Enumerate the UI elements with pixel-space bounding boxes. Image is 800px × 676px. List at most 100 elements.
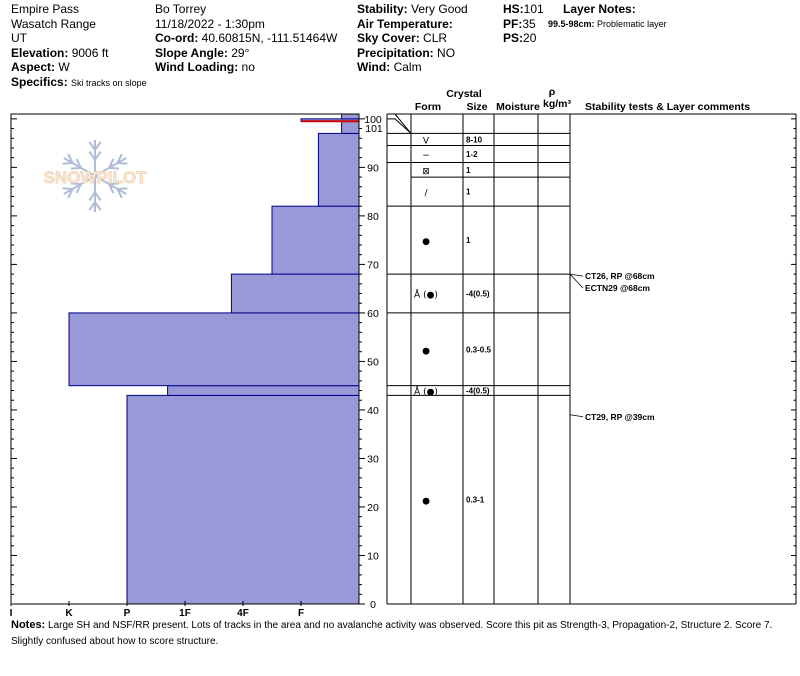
- state: UT: [11, 31, 27, 46]
- depth-tick-label: 60: [367, 308, 379, 320]
- crystal-form: ●: [422, 237, 430, 247]
- flake-branch: [94, 201, 102, 211]
- hardness-tick-label: I: [10, 608, 13, 619]
- crystal-form: ●: [422, 346, 430, 356]
- hardness-bar: [68, 312, 360, 387]
- crystal-size: -4(0.5): [466, 387, 490, 396]
- depth-tick-label: 80: [367, 211, 379, 223]
- flake-arm: [94, 175, 127, 195]
- specifics: Specifics: Ski tracks on slope: [11, 74, 147, 89]
- flake-branch: [108, 166, 120, 170]
- crystal-form: V: [423, 136, 430, 146]
- header-density-unit: kg/m³: [543, 98, 572, 110]
- flake-arm: [63, 175, 96, 195]
- datetime: 11/18/2022 - 1:30pm: [155, 16, 265, 31]
- precipitation: Precipitation: NO: [357, 45, 456, 60]
- crystal-size: 0.3-1: [466, 496, 485, 505]
- stability: Stability: Very Good: [357, 2, 468, 16]
- crystal-size: 0.3-0.5: [466, 345, 491, 354]
- logo-text: SNOWPILOT: [44, 168, 148, 187]
- header-rho: ρ: [549, 86, 556, 98]
- hardness-bars: [68, 113, 360, 605]
- hardness-tick-label: F: [298, 608, 304, 619]
- layer-notes: Layer Notes: 99.5-98cm: Problematic laye…: [548, 2, 667, 31]
- hardness-bar: [271, 205, 360, 275]
- flake-branch: [88, 141, 96, 151]
- stability-test: ECTN29 @68cm: [585, 283, 650, 293]
- crystal-size: 1: [466, 166, 471, 175]
- crystal-size: 1-2: [466, 150, 478, 159]
- header-depths: HS:101 PF:35 PS:20: [503, 2, 544, 46]
- layer-note-range: 99.5-98cm:: [548, 18, 595, 29]
- flake-branch: [88, 191, 96, 202]
- flake-branch: [62, 187, 73, 190]
- flake-branch: [88, 150, 96, 161]
- header-middle: Bo Torrey 11/18/2022 - 1:30pm Co-ord: 40…: [155, 2, 337, 75]
- layer-connector: [387, 118, 412, 134]
- test-connector: [569, 414, 584, 418]
- hardness-tick-label: 1F: [179, 608, 191, 619]
- hs: HS:101: [503, 2, 544, 16]
- flake-branch: [75, 183, 82, 194]
- notes: Notes: Large SH and NSF/RR present. Lots…: [11, 617, 796, 650]
- observer: Bo Torrey: [155, 2, 207, 16]
- depth-tick-label: 0: [370, 599, 376, 611]
- elevation: Elevation: 9006 ft: [11, 45, 109, 60]
- hardness-bar: [230, 273, 360, 314]
- layer-note-text: Problematic layer: [597, 18, 667, 29]
- depth-tick-label: 100: [364, 114, 382, 126]
- hardness-tick-label: K: [65, 608, 73, 619]
- depth-tick-label: 70: [367, 259, 379, 271]
- wind: Wind: Calm: [357, 60, 422, 75]
- crystal-form: Å (●): [414, 386, 438, 398]
- flake-branch: [62, 162, 73, 165]
- wind-loading: Wind Loading: no: [155, 60, 255, 75]
- flake-branch: [94, 191, 102, 202]
- crystal-form: ⊠: [422, 167, 430, 177]
- layer-connector: [387, 113, 412, 134]
- flake-branch: [67, 153, 74, 164]
- hardness-bar: [341, 113, 360, 120]
- pf: PF:35: [503, 16, 536, 31]
- depth-tick-label: 10: [367, 550, 379, 562]
- depth-tick-label: 20: [367, 502, 379, 514]
- flake-branch: [116, 188, 123, 199]
- test-connector: [569, 273, 584, 277]
- header-form: Form: [415, 101, 441, 113]
- range: Wasatch Range: [11, 16, 96, 31]
- hardness-tick-label: 4F: [237, 608, 249, 619]
- air-temperature: Air Temperature:: [357, 16, 453, 31]
- column-headers: Crystal Form Size Moisture ρ kg/m³ Stabi…: [415, 86, 750, 113]
- header-moisture: Moisture: [496, 101, 540, 113]
- flake-branch: [94, 150, 102, 161]
- crystal-form: /: [424, 189, 428, 199]
- coord: Co-ord: 40.60815N, -111.51464W: [155, 31, 338, 46]
- snowpilot-logo: SNOWPILOT: [43, 140, 148, 212]
- aspect: Aspect: W: [11, 60, 70, 75]
- crystal-size: -4(0.5): [466, 290, 490, 299]
- flake-branch: [108, 183, 115, 194]
- flake-branch: [116, 153, 123, 164]
- depth-tick-label: 90: [367, 162, 379, 174]
- flake-branch: [67, 188, 74, 199]
- flake-branch: [70, 182, 82, 186]
- flake-branch: [117, 187, 128, 190]
- stability-test: CT29, RP @39cm: [585, 412, 655, 422]
- depth-tick-label: 40: [367, 405, 379, 417]
- sky-cover: Sky Cover: CLR: [357, 31, 448, 46]
- crystal-form: −: [422, 151, 430, 161]
- flake-arm: [63, 157, 96, 177]
- flake-branch: [108, 158, 115, 169]
- depth-tick-label: 50: [367, 356, 379, 368]
- flake-arm: [94, 157, 127, 177]
- flake-branch: [75, 158, 82, 169]
- location: Empire Pass: [11, 2, 80, 16]
- hardness-bar: [126, 394, 360, 605]
- layer-notes-label: Layer Notes:: [563, 2, 636, 16]
- crystal-size: 1: [466, 236, 471, 245]
- depth-top-label: 101: [365, 123, 383, 135]
- header-conditions: Stability: Very Good Air Temperature: Sk…: [357, 2, 468, 75]
- crystal-form: ●: [422, 497, 430, 507]
- hardness-bar: [167, 385, 360, 396]
